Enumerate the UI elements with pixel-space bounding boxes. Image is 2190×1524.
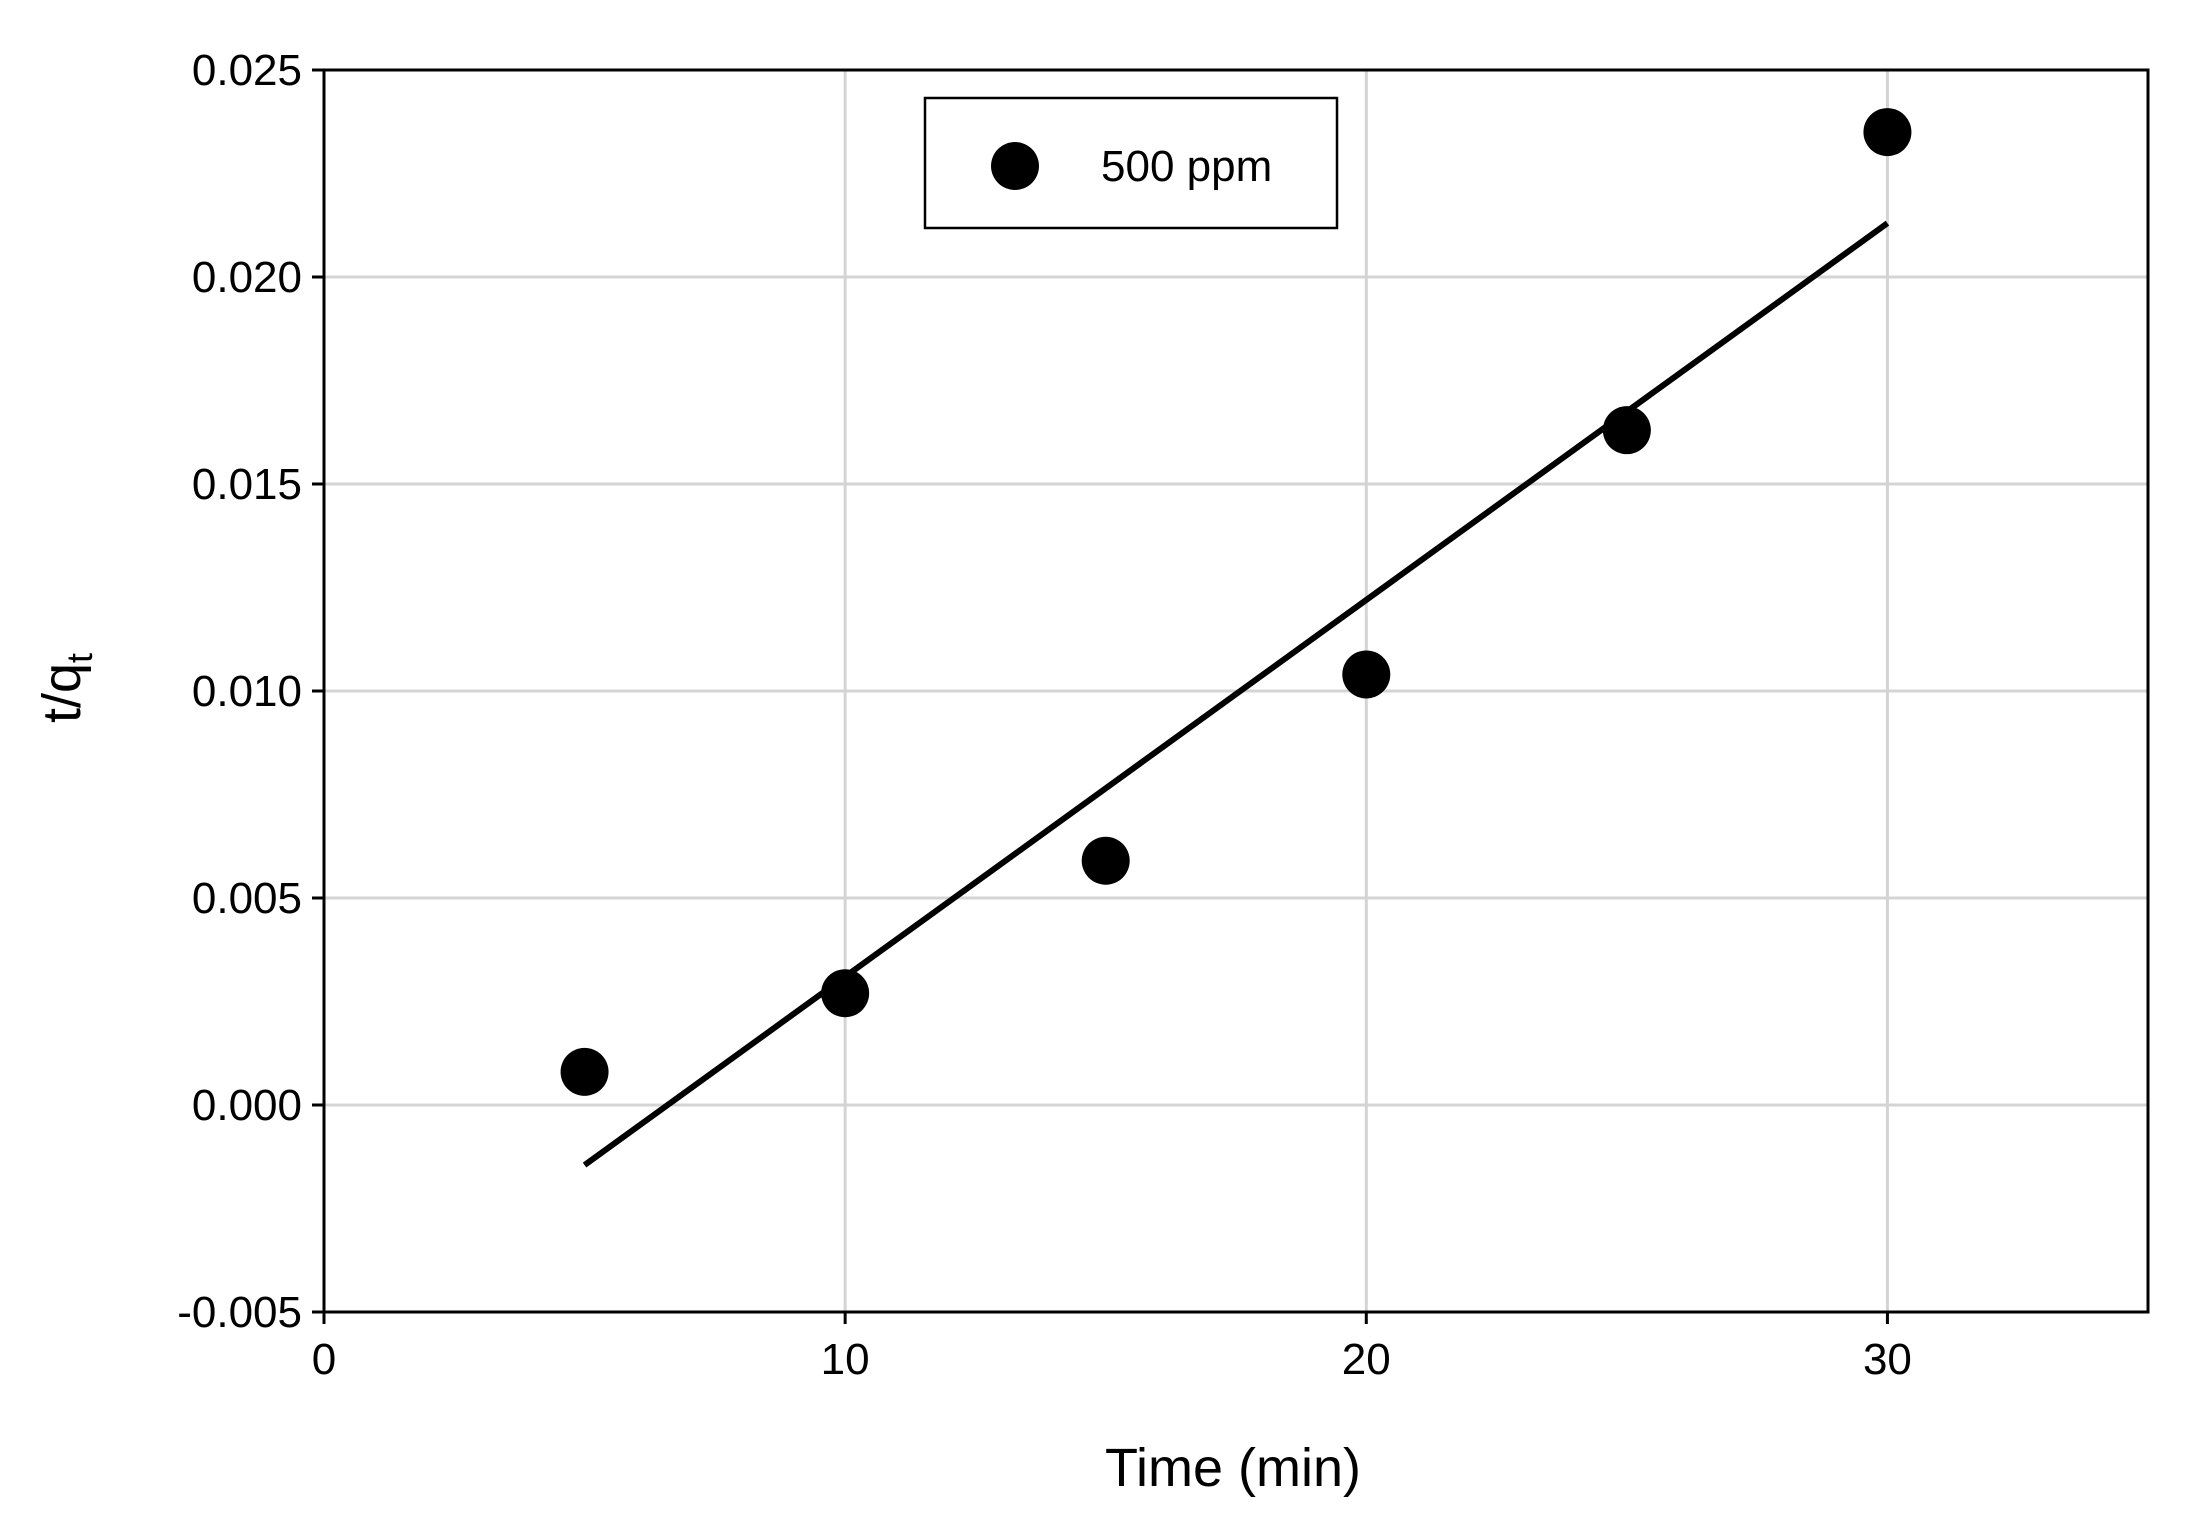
- x-tick-label: 30: [1863, 1335, 1912, 1384]
- x-axis-title: Time (min): [1105, 1438, 1361, 1498]
- y-tick-labels: -0.005 0.000 0.005 0.010 0.015 0.020 0.025: [177, 46, 302, 1337]
- axis-ticks: [312, 68, 1889, 1324]
- legend-marker: [991, 142, 1039, 190]
- x-tick-label: 10: [821, 1335, 870, 1384]
- legend-label: 500 ppm: [1101, 142, 1272, 191]
- data-point: [1342, 650, 1391, 699]
- y-tick-label: 0.015: [192, 460, 302, 509]
- y-axis-title-subscript: t: [59, 653, 100, 663]
- y-tick-label: -0.005: [177, 1288, 302, 1337]
- x-tick-labels: 0 10 20 30: [312, 1335, 1912, 1384]
- legend: 500 ppm: [923, 96, 1339, 230]
- y-tick-label: 0.010: [192, 667, 302, 716]
- y-axis-title: t/qt: [32, 653, 100, 723]
- y-tick-label: 0.000: [192, 1081, 302, 1130]
- fit-line: [582, 220, 1890, 1168]
- y-tick-label: 0.025: [192, 46, 302, 95]
- y-tick-label: 0.020: [192, 253, 302, 302]
- data-point: [1863, 108, 1912, 157]
- plot-frame: [322, 68, 2150, 1314]
- data-point: [821, 969, 870, 1018]
- data-points: [560, 108, 1912, 1096]
- y-axis-title-main: t/q: [32, 663, 92, 723]
- data-point: [1602, 406, 1651, 455]
- data-point: [560, 1047, 609, 1096]
- y-tick-label: 0.005: [192, 874, 302, 923]
- x-tick-label: 20: [1342, 1335, 1391, 1384]
- data-point: [1081, 836, 1130, 885]
- x-tick-label: 0: [312, 1335, 336, 1384]
